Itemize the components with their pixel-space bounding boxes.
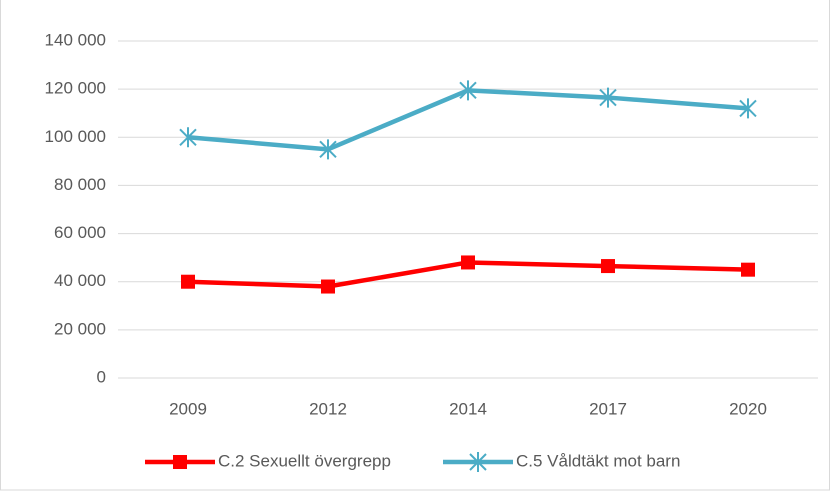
- y-tick-label: 100 000: [45, 127, 106, 146]
- marker: [319, 139, 337, 160]
- x-tick-label: 2017: [589, 399, 627, 418]
- marker: [469, 452, 487, 472]
- marker: [741, 262, 755, 277]
- marker: [601, 259, 615, 274]
- x-tick-label: 2009: [169, 399, 207, 418]
- y-tick-label: 60 000: [54, 223, 106, 242]
- x-tick-label: 2020: [729, 399, 767, 418]
- y-tick-label: 140 000: [45, 30, 106, 49]
- marker: [599, 87, 617, 108]
- marker: [321, 279, 335, 294]
- y-tick-label: 80 000: [54, 175, 106, 194]
- marker: [459, 80, 477, 101]
- marker: [181, 274, 195, 289]
- marker: [179, 127, 197, 148]
- legend-label: C.2 Sexuellt övergrepp: [218, 451, 391, 470]
- y-tick-label: 120 000: [45, 79, 106, 98]
- marker: [739, 98, 757, 119]
- x-tick-label: 2012: [309, 399, 347, 418]
- legend-label: C.5 Våldtäkt mot barn: [516, 451, 680, 470]
- marker: [461, 255, 475, 270]
- y-tick-label: 20 000: [54, 319, 106, 338]
- y-tick-label: 40 000: [54, 271, 106, 290]
- marker: [173, 455, 187, 469]
- x-tick-label: 2014: [449, 399, 487, 418]
- y-tick-label: 0: [97, 367, 106, 386]
